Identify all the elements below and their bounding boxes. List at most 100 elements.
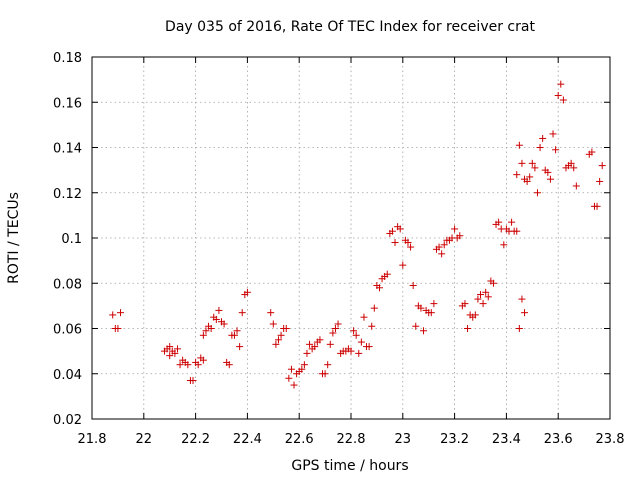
data-point — [202, 327, 210, 335]
data-point — [461, 300, 469, 308]
y-tick-label: 0.06 — [53, 323, 82, 338]
data-point — [311, 343, 319, 351]
data-point — [484, 293, 492, 301]
data-point — [572, 182, 580, 190]
data-point — [274, 336, 282, 344]
y-tick-label: 0.14 — [53, 142, 82, 157]
data-point — [388, 227, 396, 235]
data-point — [331, 325, 339, 332]
data-point — [282, 325, 290, 332]
data-point — [375, 284, 383, 292]
data-point — [391, 239, 399, 247]
x-tick-label: 23 — [395, 432, 412, 447]
data-point — [207, 325, 215, 332]
data-point — [199, 331, 207, 339]
y-tick-label: 0.1 — [61, 232, 82, 247]
data-point — [479, 300, 487, 308]
data-point — [233, 327, 241, 335]
data-point — [116, 309, 124, 317]
data-point — [518, 295, 526, 303]
data-point — [215, 306, 223, 314]
data-point — [324, 361, 332, 369]
data-point — [329, 329, 337, 337]
data-point — [321, 370, 329, 378]
data-point — [438, 250, 446, 258]
y-axis-title: ROTI / TECUs — [6, 192, 22, 284]
data-point — [417, 304, 425, 312]
x-tick-label: 21.8 — [78, 432, 107, 447]
data-point — [557, 80, 565, 88]
data-point — [360, 313, 368, 321]
data-point — [539, 134, 547, 142]
y-tick-label: 0.04 — [53, 368, 82, 383]
data-point — [285, 374, 293, 382]
data-point — [588, 148, 596, 156]
x-tick-label: 23.6 — [544, 432, 573, 447]
data-point — [544, 168, 552, 176]
data-point — [225, 361, 233, 369]
data-point — [109, 311, 117, 319]
data-point — [347, 347, 355, 355]
chart-title: Day 035 of 2016, Rate Of TEC Index for r… — [165, 19, 535, 35]
data-point — [531, 164, 539, 172]
x-tick-label: 22.6 — [285, 432, 314, 447]
x-tick-label: 23.8 — [596, 432, 625, 447]
data-point — [399, 261, 407, 269]
data-point — [306, 340, 314, 348]
data-point — [523, 177, 531, 185]
data-point — [267, 309, 275, 317]
x-tick-label: 23.4 — [492, 432, 521, 447]
data-point — [456, 232, 464, 240]
data-point — [236, 343, 244, 351]
x-axis-title: GPS time / hours — [291, 458, 408, 474]
data-point — [272, 340, 280, 348]
data-point — [495, 218, 503, 226]
x-tick-label: 22 — [136, 432, 153, 447]
data-point — [526, 173, 534, 181]
data-point — [593, 202, 601, 210]
data-point — [404, 239, 412, 247]
data-point — [370, 304, 378, 312]
data-point — [528, 159, 536, 167]
grid — [92, 57, 610, 419]
x-tick-label: 23.2 — [440, 432, 469, 447]
data-point — [500, 241, 508, 249]
data-point — [420, 327, 428, 335]
data-point — [220, 320, 228, 328]
data-point — [549, 130, 557, 138]
data-point — [451, 225, 459, 233]
data-point — [409, 282, 417, 290]
data-point — [355, 349, 363, 357]
data-point — [166, 352, 174, 360]
y-tick-label: 0.12 — [53, 187, 82, 202]
data-point — [287, 365, 295, 373]
data-point — [368, 322, 376, 330]
data-point — [407, 243, 415, 251]
data-point — [513, 227, 521, 235]
data-point — [567, 159, 575, 167]
data-point — [508, 218, 516, 226]
data-point — [171, 349, 179, 357]
data-point — [482, 288, 490, 296]
data-point — [290, 381, 298, 389]
axis-ticks: 21.8 22 22.2 22.4 22.6 22.8 23 23.2 23.4 23.6 23.8… — [53, 51, 624, 447]
data-point — [383, 270, 391, 278]
y-tick-label: 0.16 — [53, 96, 82, 111]
data-point — [518, 159, 526, 167]
data-point — [316, 336, 324, 344]
data-point — [559, 96, 567, 104]
x-tick-label: 22.4 — [233, 432, 262, 447]
data-point — [334, 320, 342, 328]
data-point — [515, 325, 523, 332]
data-point — [536, 144, 544, 151]
data-point — [184, 361, 192, 369]
data-point — [430, 300, 438, 308]
data-point — [570, 164, 578, 172]
data-point — [427, 309, 435, 317]
data-point — [238, 309, 246, 317]
data-point — [230, 331, 238, 339]
data-point — [554, 91, 562, 99]
data-point — [212, 315, 220, 323]
data-point — [521, 309, 529, 317]
